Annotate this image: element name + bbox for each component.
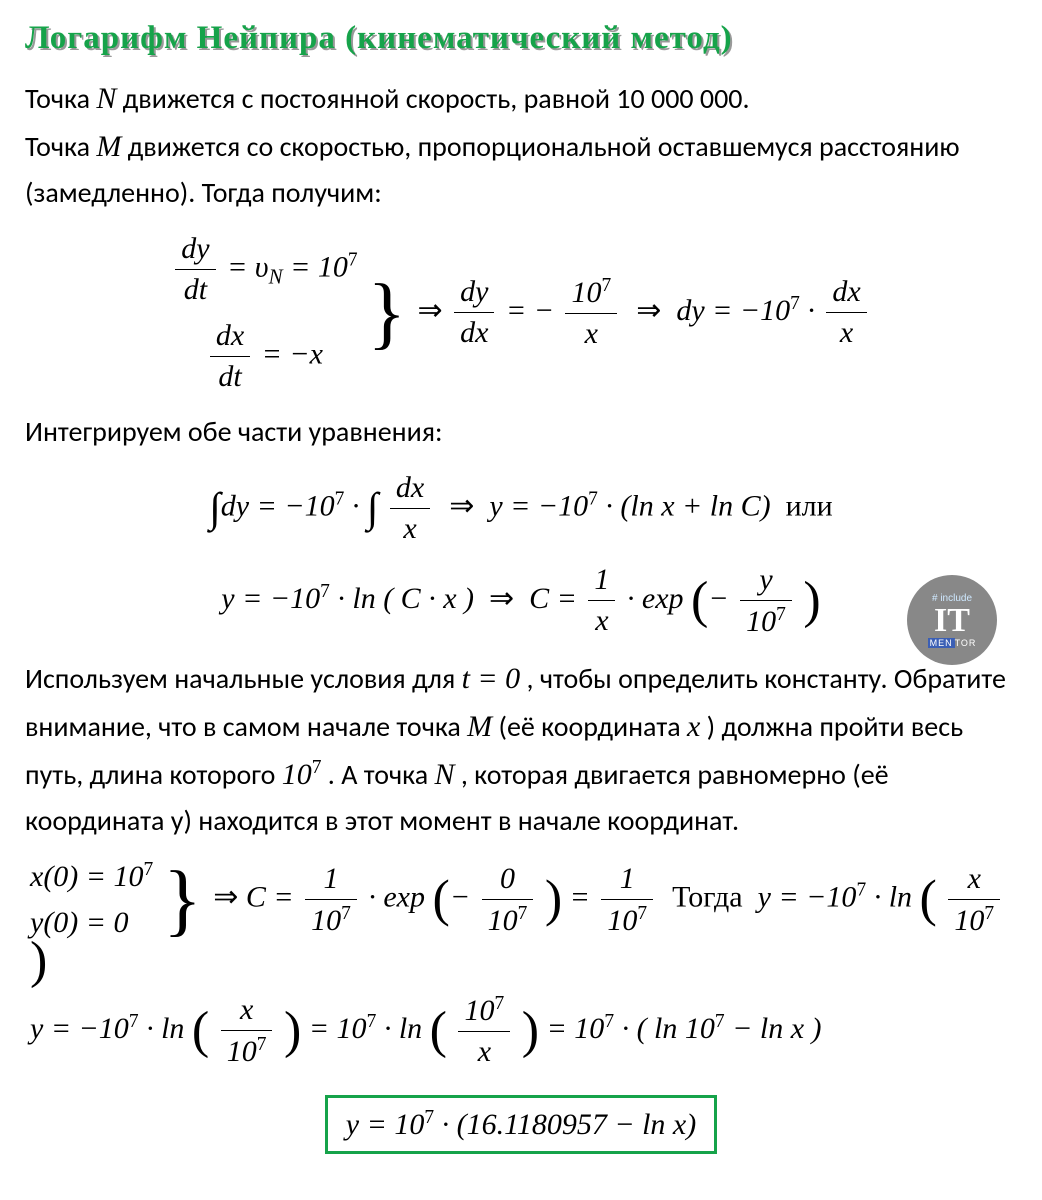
equation-3: y = −107 · ln ( C · x ) ⇒ C = 1x · exp (… [25,562,1017,640]
text: движется со скоростью, пропорциональной … [25,129,960,210]
result-box: y = 107 · (16.1180957 − ln x) [325,1095,717,1154]
equation-1: dydt = υN = 107 dxdt = −x } ⇒ dydx = − 1… [25,231,1017,395]
paragraph-2: Точка M движется со скоростью, пропорцио… [25,123,1017,216]
math-var-M: M [467,710,492,743]
text: Используем начальные условия для [25,661,462,696]
text: движется с постоянной скорость, равной 1… [123,81,750,116]
math-var: 107 [282,758,322,791]
equation-4: x(0) = 107 y(0) = 0 } ⇒ C = 1107 · exp (… [30,858,1017,977]
math-var: t = 0 [462,662,521,695]
text: Точка [25,81,96,116]
text: Точка [25,129,96,164]
text: . А точка [328,757,435,792]
equation-5: y = −107 · ln ( x107 ) = 107 · ln ( 107x… [30,992,1017,1070]
badge-mentor: MENTOR [928,638,977,648]
paragraph-4: Используем начальные условия для t = 0 ,… [25,655,1017,844]
math-var-x: x [687,710,700,743]
paragraph-1: Точка N движется с постоянной скорость, … [25,75,1017,123]
math-var-M: M [96,130,121,163]
paragraph-3: Интегрируем обе части уравнения: [25,410,1017,455]
math-var-N: N [96,82,116,115]
watermark-badge: # include IT MENTOR [907,575,997,665]
math-var-N: N [434,758,454,791]
text: (её координата [498,709,686,744]
equation-result: y = 107 · (16.1180957 − ln x) [25,1085,1017,1154]
badge-it: IT [934,604,970,638]
page-title: Логарифм Нейпира (кинематический метод) [25,20,1017,57]
equation-2: ∫dy = −107 · ∫ dxx ⇒ y = −107 · (ln x + … [25,470,1017,547]
